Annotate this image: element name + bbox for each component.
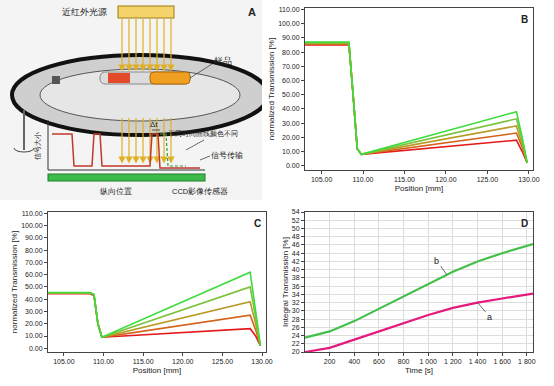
svg-text:50.00: 50.00 <box>282 91 300 98</box>
svg-text:1 800: 1 800 <box>518 358 536 365</box>
svg-text:Integral Transmission [%]: Integral Transmission [%] <box>281 237 290 327</box>
svg-text:26: 26 <box>292 324 300 331</box>
svg-text:120.00: 120.00 <box>435 176 457 183</box>
svg-text:125.00: 125.00 <box>212 358 234 365</box>
svg-text:10.00: 10.00 <box>25 332 43 339</box>
svg-text:信号传输: 信号传输 <box>211 151 243 160</box>
svg-text:400: 400 <box>348 358 360 365</box>
svg-text:30: 30 <box>292 307 300 314</box>
svg-text:100.00: 100.00 <box>278 20 300 27</box>
svg-text:10.00: 10.00 <box>282 148 300 155</box>
svg-text:50: 50 <box>292 225 300 232</box>
svg-text:70.00: 70.00 <box>25 259 43 266</box>
svg-text:110.00: 110.00 <box>353 176 374 183</box>
svg-text:110.00: 110.00 <box>93 358 114 365</box>
svg-text:CCD影像传感器: CCD影像传感器 <box>172 187 228 196</box>
svg-text:信号大小: 信号大小 <box>34 132 41 160</box>
svg-text:800: 800 <box>398 358 410 365</box>
svg-text:42: 42 <box>292 258 300 265</box>
svg-text:Position [mm]: Position [mm] <box>395 184 443 193</box>
svg-text:40: 40 <box>292 266 300 273</box>
svg-text:0.00: 0.00 <box>29 345 43 352</box>
svg-text:34: 34 <box>292 291 300 298</box>
svg-text:100.00: 100.00 <box>21 222 43 229</box>
svg-text:30.00: 30.00 <box>282 120 300 127</box>
svg-text:32: 32 <box>292 299 300 306</box>
svg-text:125.00: 125.00 <box>477 176 499 183</box>
svg-text:normalized Transmission [%]: normalized Transmission [%] <box>10 231 19 333</box>
svg-text:60.00: 60.00 <box>282 77 300 84</box>
svg-text:200: 200 <box>324 358 336 365</box>
svg-text:50.00: 50.00 <box>25 283 43 290</box>
svg-text:b: b <box>434 256 439 266</box>
svg-text:70.00: 70.00 <box>282 63 300 70</box>
svg-text:115.00: 115.00 <box>394 176 415 183</box>
svg-text:20.00: 20.00 <box>282 134 300 141</box>
svg-text:0.00: 0.00 <box>286 162 300 169</box>
svg-text:600: 600 <box>373 358 385 365</box>
svg-text:54: 54 <box>292 208 300 215</box>
svg-text:1 200: 1 200 <box>444 358 462 365</box>
svg-text:105.00: 105.00 <box>53 358 75 365</box>
svg-text:20: 20 <box>292 348 300 355</box>
svg-text:115.00: 115.00 <box>133 358 154 365</box>
svg-text:1 400: 1 400 <box>469 358 487 365</box>
svg-text:80.00: 80.00 <box>282 49 300 56</box>
svg-text:36: 36 <box>292 283 300 290</box>
svg-text:80.00: 80.00 <box>25 247 43 254</box>
svg-text:110.00: 110.00 <box>22 210 43 217</box>
svg-text:1 600: 1 600 <box>493 358 511 365</box>
svg-text:30.00: 30.00 <box>25 308 43 315</box>
svg-text:A: A <box>248 6 256 18</box>
svg-text:B: B <box>521 14 528 25</box>
svg-text:24: 24 <box>292 332 300 339</box>
svg-text:a: a <box>487 312 492 322</box>
svg-text:130.00: 130.00 <box>251 358 273 365</box>
svg-text:40.00: 40.00 <box>282 105 300 112</box>
svg-text:60.00: 60.00 <box>25 271 43 278</box>
svg-text:纵向位置: 纵向位置 <box>100 187 132 196</box>
svg-text:Time [s]: Time [s] <box>405 366 433 375</box>
svg-text:105.00: 105.00 <box>311 176 333 183</box>
svg-text:1 000: 1 000 <box>419 358 437 365</box>
svg-text:normalized Transmission [%]: normalized Transmission [%] <box>267 38 276 140</box>
svg-text:Position [mm]: Position [mm] <box>133 366 181 375</box>
svg-text:样品: 样品 <box>214 56 232 66</box>
svg-text:120.00: 120.00 <box>172 358 194 365</box>
svg-text:90.00: 90.00 <box>282 34 300 41</box>
svg-text:C: C <box>254 218 261 229</box>
svg-text:110.00: 110.00 <box>279 6 300 13</box>
svg-text:28: 28 <box>292 316 300 323</box>
svg-text:52: 52 <box>292 217 300 224</box>
svg-text:38: 38 <box>292 274 300 281</box>
svg-text:近红外光源: 近红外光源 <box>62 7 107 17</box>
svg-text:90.00: 90.00 <box>25 234 43 241</box>
svg-text:Δt: Δt <box>150 120 158 129</box>
svg-text:40.00: 40.00 <box>25 296 43 303</box>
svg-text:48: 48 <box>292 233 300 240</box>
svg-text:130.00: 130.00 <box>518 176 540 183</box>
svg-text:20.00: 20.00 <box>25 320 43 327</box>
svg-text:22: 22 <box>292 340 300 347</box>
svg-text:不同时间曲线颜色不同: 不同时间曲线颜色不同 <box>168 130 238 137</box>
svg-text:D: D <box>521 218 528 229</box>
svg-text:44: 44 <box>292 250 300 257</box>
svg-text:46: 46 <box>292 241 300 248</box>
